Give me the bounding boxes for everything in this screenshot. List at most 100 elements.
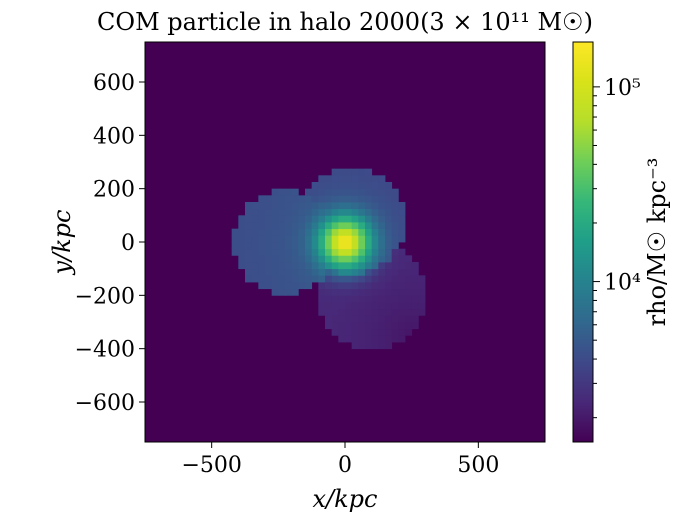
heatmap-cell <box>331 262 339 270</box>
heatmap-cell <box>385 188 393 196</box>
heatmap-cell <box>258 248 266 256</box>
heatmap-cell <box>345 302 353 310</box>
heatmap-cell <box>318 282 326 290</box>
heatmap-cell <box>398 228 406 236</box>
heatmap-cell <box>251 202 259 210</box>
heatmap-cell <box>358 268 366 276</box>
heatmap-cell <box>298 282 306 290</box>
heatmap-cell <box>311 222 319 230</box>
heatmap-cell <box>245 215 253 223</box>
heatmap-cell <box>238 215 246 223</box>
heatmap-cell <box>385 342 393 350</box>
heatmap-cell <box>398 208 406 216</box>
heatmap-cell <box>411 315 419 323</box>
heatmap-cell <box>351 175 359 183</box>
heatmap-cell <box>391 188 399 196</box>
y-tick-label: 0 <box>121 231 135 256</box>
heatmap-cell <box>305 195 313 203</box>
colorbar: 10⁴ 10⁵ rho/M☉ kpc⁻³ <box>572 41 671 443</box>
heatmap-cell <box>385 302 393 310</box>
heatmap-cell <box>345 308 353 316</box>
heatmap-cell <box>298 228 306 236</box>
heatmap-cell <box>278 275 286 283</box>
heatmap-cell <box>311 202 319 210</box>
heatmap-cell <box>371 315 379 323</box>
heatmap-cell <box>278 282 286 290</box>
heatmap-cell <box>325 315 333 323</box>
heatmap-cell <box>418 288 426 296</box>
heatmap-cell <box>285 255 293 263</box>
heatmap-cell <box>298 195 306 203</box>
heatmap-cell <box>331 228 339 236</box>
heatmap-cell <box>331 295 339 303</box>
heatmap-cell <box>351 248 359 256</box>
heatmap-cell <box>285 282 293 290</box>
heatmap-cell <box>258 262 266 270</box>
heatmap-cell <box>365 288 373 296</box>
heatmap-cell <box>398 282 406 290</box>
heatmap-cell <box>345 255 353 263</box>
heatmap-cell <box>411 282 419 290</box>
heatmap-cell <box>365 342 373 350</box>
heatmap-cell <box>258 228 266 236</box>
heatmap-cell <box>305 222 313 230</box>
heatmap-cell <box>251 235 259 243</box>
heatmap-cell <box>285 228 293 236</box>
heatmap-cell <box>358 302 366 310</box>
heatmap-cell <box>231 235 239 243</box>
heatmap-cell <box>365 248 373 256</box>
heatmap-cell <box>338 328 346 336</box>
heatmap-cell <box>365 335 373 343</box>
heatmap-cell <box>325 175 333 183</box>
heatmap-cell <box>285 248 293 256</box>
heatmap-cell <box>318 308 326 316</box>
heatmap-cell <box>365 295 373 303</box>
heatmap-cell <box>298 202 306 210</box>
heatmap-cell <box>331 202 339 210</box>
heatmap-cell <box>371 342 379 350</box>
heatmap-cell <box>238 248 246 256</box>
heatmap-cell <box>391 242 399 250</box>
heatmap-cell <box>265 235 273 243</box>
heatmap-cell <box>338 208 346 216</box>
heatmap-cell <box>271 242 279 250</box>
heatmap-cell <box>365 315 373 323</box>
heatmap-cell <box>318 215 326 223</box>
heatmap-cell <box>385 228 393 236</box>
heatmap-cell <box>311 262 319 270</box>
heatmap-cell <box>358 228 366 236</box>
heatmap-cell <box>358 328 366 336</box>
heatmap-cell <box>318 275 326 283</box>
heatmap-cell <box>391 302 399 310</box>
heatmap-cell <box>405 288 413 296</box>
heatmap-cell <box>385 242 393 250</box>
heatmap-cell <box>351 235 359 243</box>
y-tick-label: −400 <box>75 338 135 363</box>
heatmap-cell <box>391 262 399 270</box>
heatmap-cell <box>305 208 313 216</box>
heatmap-cell <box>405 282 413 290</box>
heatmap-cell <box>345 168 353 176</box>
heatmap-cell <box>331 168 339 176</box>
colorbar-ticks: 10⁴ 10⁵ <box>593 76 641 419</box>
heatmap-cell <box>258 255 266 263</box>
heatmap-cell <box>378 308 386 316</box>
heatmap-cell <box>358 315 366 323</box>
heatmap-cell <box>325 288 333 296</box>
heatmap-cell <box>331 222 339 230</box>
heatmap-cell <box>378 295 386 303</box>
heatmap-cell <box>365 182 373 190</box>
heatmap-cell <box>318 295 326 303</box>
heatmap-cell <box>251 262 259 270</box>
heatmap-cell <box>391 295 399 303</box>
heatmap-cell <box>398 268 406 276</box>
heatmap-cell <box>311 208 319 216</box>
heatmap-cell <box>305 268 313 276</box>
heatmap-cell <box>291 288 299 296</box>
heatmap-cell <box>331 208 339 216</box>
heatmap-cell <box>265 202 273 210</box>
heatmap-cell <box>371 228 379 236</box>
heatmap-cell <box>358 182 366 190</box>
heatmap-cell <box>325 295 333 303</box>
heatmap-cell <box>378 315 386 323</box>
